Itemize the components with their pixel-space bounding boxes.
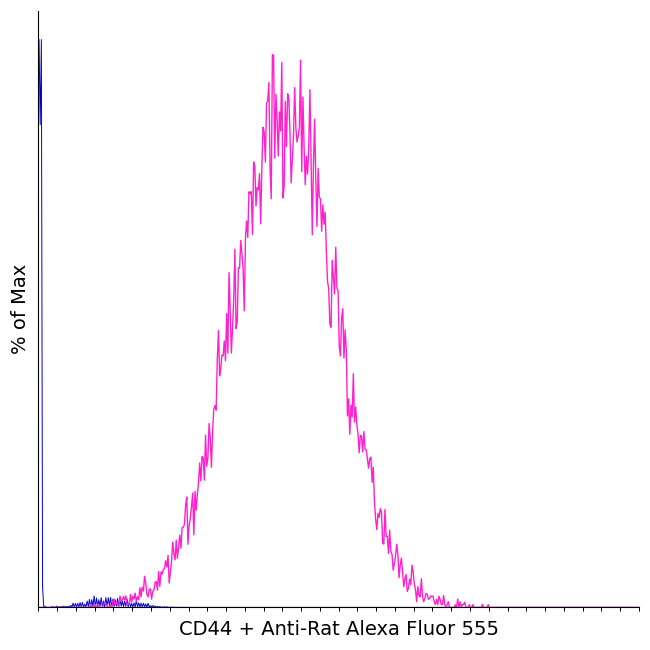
Y-axis label: % of Max: % of Max <box>11 264 30 354</box>
X-axis label: CD44 + Anti-Rat Alexa Fluor 555: CD44 + Anti-Rat Alexa Fluor 555 <box>179 620 499 639</box>
